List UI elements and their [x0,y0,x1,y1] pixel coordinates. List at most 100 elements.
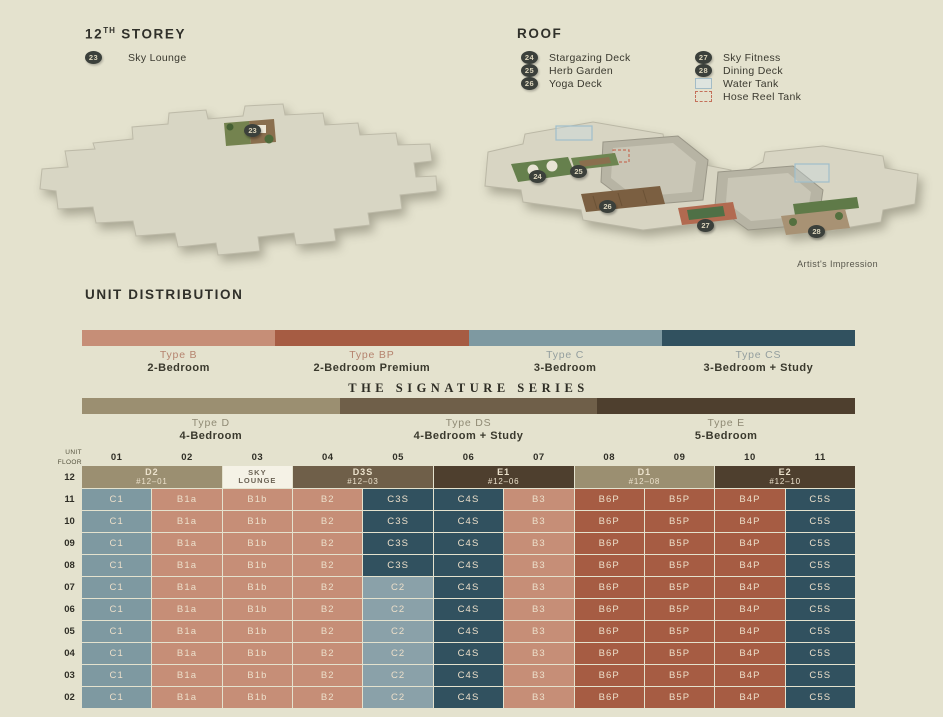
type-desc: 3-Bedroom + Study [703,362,814,374]
unit-column-header: 10 [744,452,756,463]
unit-cell-c3s: C3S [363,489,433,510]
unit-cell-b6p: B6P [574,643,644,664]
legend-number-badge: 25 [521,64,538,77]
storey12-title: 12TH STOREY [85,26,187,42]
unit-column-header: 05 [392,452,404,463]
unit-cell-b1b: B1b [222,687,293,708]
block-label: E1 [497,467,511,478]
unit-cell-b6p: B6P [574,533,644,554]
type-segment-CS [661,330,855,346]
unit-cells: C1 B1a B1b B2 C2 C4S B3 B6P B5P B4P C5S [82,599,855,620]
artists-impression-note: Artist's Impression [797,259,878,269]
floor-row-09: 09 C1 B1a B1b B2 C3S C4S B3 B6P B5P B4P C5S [57,533,855,554]
storey12-legend-item: 23 Sky Lounge [85,51,186,64]
unit-cell-c4s: C4S [433,687,504,708]
unit-cell-b2: B2 [293,511,363,532]
unit-cell-b3: B3 [504,555,574,576]
unit-cell-c3s: C3S [363,511,433,532]
unit-cell-b4p: B4P [715,577,785,598]
unit-cell-c3s: C3S [363,533,433,554]
floor-number: 05 [64,626,75,637]
roof-title: ROOF [517,26,563,41]
stargazing-deck-area [511,157,575,182]
plan-marker-28: 28 [808,225,825,238]
unit-cell-b4p: B4P [715,489,785,510]
type-segment-B [82,330,276,346]
block-unit-number: #12–10 [769,476,801,486]
type-color-bar-1 [82,330,855,346]
type-desc: 2-Bedroom [147,362,210,374]
roof-legend-swatch-item: Water Tank [695,77,779,90]
unit-cell-b4p: B4P [715,599,785,620]
floor-row-03: 03 C1 B1a B1b B2 C2 C4S B3 B6P B5P B4P C5S [57,665,855,686]
floor-rows: 11 C1 B1a B1b B2 C3S C4S B3 B6P B5P B4P C5S 10 C1 B1a B… [57,489,855,708]
floor-12-block-d1: D1 #12–08 [574,466,715,488]
floor-12-block-sky-lounge: SKY LOUNGE [222,466,293,488]
floor-axis-label: FLOOR [57,459,82,466]
yoga-deck-plank [617,192,623,207]
unit-cell-c4s: C4S [433,489,504,510]
floor-number: 03 [64,670,75,681]
floor-row-10: 10 C1 B1a B1b B2 C3S C4S B3 B6P B5P B4P C5S [57,511,855,532]
floor-number: 02 [64,692,75,703]
unit-cells: C1 B1a B1b B2 C2 C4S B3 B6P B5P B4P C5S [82,665,855,686]
storey12-floorplan [39,103,438,256]
unit-cell-b5p: B5P [644,511,715,532]
unit-cells: C1 B1a B1b B2 C2 C4S B3 B6P B5P B4P C5S [82,687,855,708]
unit-column-header: 07 [533,452,545,463]
unit-cell-b1b: B1b [222,577,293,598]
unit-cell-c5s: C5S [785,687,855,708]
unit-cell-c5s: C5S [785,643,855,664]
legend-label: Yoga Deck [549,77,603,90]
water-tank-swatch [695,78,712,89]
unit-cells: C1 B1a B1b B2 C2 C4S B3 B6P B5P B4P C5S [82,621,855,642]
unit-cell-b2: B2 [293,643,363,664]
unit-cell-c5s: C5S [785,555,855,576]
herb-garden-path [579,157,611,167]
unit-cell-b5p: B5P [644,489,715,510]
type-segment-C [468,330,662,346]
unit-cell-b2: B2 [293,555,363,576]
unit-cell-b1b: B1b [222,621,293,642]
unit-cell-c1: C1 [82,511,152,532]
unit-cell-b4p: B4P [715,643,785,664]
unit-cell-c5s: C5S [785,533,855,554]
block-label: SKY LOUNGE [238,468,277,485]
type-code: Type BP [349,349,395,361]
roof-legend-item: 24 Stargazing Deck [521,51,631,64]
block-label: D3S [352,467,374,478]
unit-cell-c5s: C5S [785,577,855,598]
unit-cell-c4s: C4S [433,511,504,532]
unit-cell-c2: C2 [363,665,433,686]
floor-12-block-e1: E1 #12–06 [433,466,574,488]
unit-cell-b1b: B1b [222,665,293,686]
unit-cell-b5p: B5P [644,533,715,554]
unit-cell-c4s: C4S [433,621,504,642]
floor-row-02: 02 C1 B1a B1b B2 C2 C4S B3 B6P B5P B4P C5S [57,687,855,708]
unit-cells: C1 B1a B1b B2 C3S C4S B3 B6P B5P B4P C5S [82,555,855,576]
type-code: Type D [191,417,230,429]
type-label-B: Type B 2-Bedroom [82,349,275,374]
type-label-BP: Type BP 2-Bedroom Premium [275,349,468,374]
unit-cell-b2: B2 [293,489,363,510]
unit-cell-c2: C2 [363,599,433,620]
unit-cell-b6p: B6P [574,621,644,642]
floor-number: 06 [64,604,75,615]
legend-label: Sky Lounge [128,51,187,64]
unit-distribution-title: UNIT DISTRIBUTION [85,287,244,302]
legend-number-badge: 27 [695,51,712,64]
sky-lounge-tree [264,134,274,144]
unit-cell-b4p: B4P [715,665,785,686]
legend-label: Dining Deck [723,64,783,77]
type-code: Type CS [735,349,782,361]
sky-fitness-turf [687,206,725,220]
unit-cells: C1 B1a B1b B2 C3S C4S B3 B6P B5P B4P C5S [82,511,855,532]
floor-12-block-d2: D2 #12–01 [82,466,222,488]
unit-column-header: 11 [814,452,826,463]
floor-row-08: 08 C1 B1a B1b B2 C3S C4S B3 B6P B5P B4P C5S [57,555,855,576]
yoga-deck-plank [642,189,648,204]
unit-cells: C1 B1a B1b B2 C2 C4S B3 B6P B5P B4P C5S [82,577,855,598]
roof-legend-swatch-item: Hose Reel Tank [695,90,801,103]
type-code: Type DS [445,417,492,429]
